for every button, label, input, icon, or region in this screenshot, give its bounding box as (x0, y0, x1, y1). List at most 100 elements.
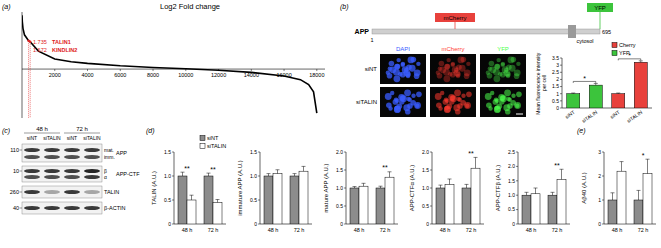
tag-box (587, 3, 613, 12)
condition-label: siNT (27, 135, 37, 141)
cell (396, 58, 400, 62)
y-tick-label: 3 (598, 149, 601, 155)
error-bar (267, 174, 271, 176)
x-tick-label: 72 h (466, 227, 477, 233)
y-tick (172, 152, 174, 153)
band (64, 169, 80, 173)
error-bar (646, 159, 650, 173)
error-cap (439, 185, 443, 186)
y-tick (516, 209, 518, 210)
protein-label: APP (355, 28, 370, 35)
y-tick (602, 224, 604, 225)
significance: * (642, 152, 645, 159)
band (44, 190, 60, 194)
y-tick-label: 0 (254, 221, 257, 227)
band (44, 206, 60, 210)
y-tick (172, 176, 174, 177)
error-stem (294, 174, 295, 176)
y-axis-label: APP-CTFα (A.U.) (409, 165, 415, 211)
x-tick (251, 69, 252, 71)
cell (495, 106, 499, 110)
micrograph-bg (480, 54, 526, 84)
error-cap (620, 161, 624, 162)
cell (461, 93, 465, 97)
error-bar (534, 188, 538, 194)
x-tick (153, 69, 154, 71)
cell (408, 56, 415, 63)
annotation-line (28, 41, 29, 118)
x-tick-label: 72 h (638, 227, 649, 233)
legend-swatch (200, 136, 205, 141)
cell (450, 72, 456, 78)
error-stem (561, 169, 562, 179)
cell (493, 75, 500, 82)
band (84, 148, 100, 152)
error-bar (362, 183, 366, 186)
residue-end: 695 (602, 29, 611, 35)
y-tick-label: 1.0 (422, 185, 429, 191)
plot-area (436, 157, 480, 224)
error-stem (303, 166, 304, 171)
y-tick (258, 224, 260, 225)
x-tick-label: 6000 (114, 72, 126, 78)
bar (557, 179, 566, 224)
y-tick (430, 206, 432, 207)
bar (204, 176, 213, 224)
bar (187, 200, 196, 224)
error-cap (190, 195, 194, 196)
y-tick (560, 108, 562, 109)
cell (454, 89, 461, 96)
x-tick-label: 48 h (440, 227, 451, 233)
x-tick-label: 12000 (211, 72, 226, 78)
error-stem (466, 184, 467, 188)
micrograph-bg (380, 87, 426, 117)
panel-label: (e) (577, 127, 586, 135)
y-tick-label: 0 (340, 221, 343, 227)
error-cap (267, 173, 271, 174)
cell (496, 58, 500, 62)
x-tick (54, 69, 55, 71)
error-stem (526, 192, 527, 195)
y-tick-label: 0.5 (552, 98, 559, 104)
cell (448, 94, 455, 101)
y-tick (516, 166, 518, 167)
band (24, 155, 40, 159)
cell (498, 94, 505, 101)
x-tick-label: 72 h (208, 227, 219, 233)
mw-label: 10 (13, 168, 19, 174)
cell (487, 73, 493, 79)
row-label: siTALIN (356, 99, 377, 105)
cell (501, 62, 505, 66)
error-bar (616, 93, 620, 95)
plot-area (22, 15, 317, 118)
panel-label: (b) (340, 3, 349, 11)
plot-area (567, 61, 648, 108)
mw-label: 40 (13, 205, 19, 211)
band-label: imm. (104, 154, 115, 160)
bar (471, 168, 480, 224)
cell (464, 73, 470, 79)
error-cap (637, 190, 641, 191)
error-stem (217, 200, 218, 203)
y-tick-label: 1 (556, 91, 559, 97)
y-tick-label: 1.5 (250, 149, 257, 155)
error-cap (276, 169, 280, 170)
bar (522, 195, 531, 224)
bar (634, 200, 643, 224)
significance: ** (382, 164, 388, 171)
cell (455, 109, 461, 115)
y-axis-label: mature APP (A.U.) (323, 163, 329, 212)
cell (456, 97, 460, 101)
chart-title: Log2 Fold change (160, 2, 220, 11)
cell (393, 75, 400, 82)
micrograph (380, 87, 426, 117)
bar (612, 94, 625, 108)
error-bar (620, 162, 624, 172)
y-axis-label: immature APP (A.U.) (237, 160, 243, 216)
error-bar (379, 186, 383, 188)
cell (488, 67, 492, 71)
cell (508, 56, 515, 63)
cell (488, 106, 492, 110)
error-stem (638, 190, 639, 200)
error-bar (639, 61, 643, 62)
